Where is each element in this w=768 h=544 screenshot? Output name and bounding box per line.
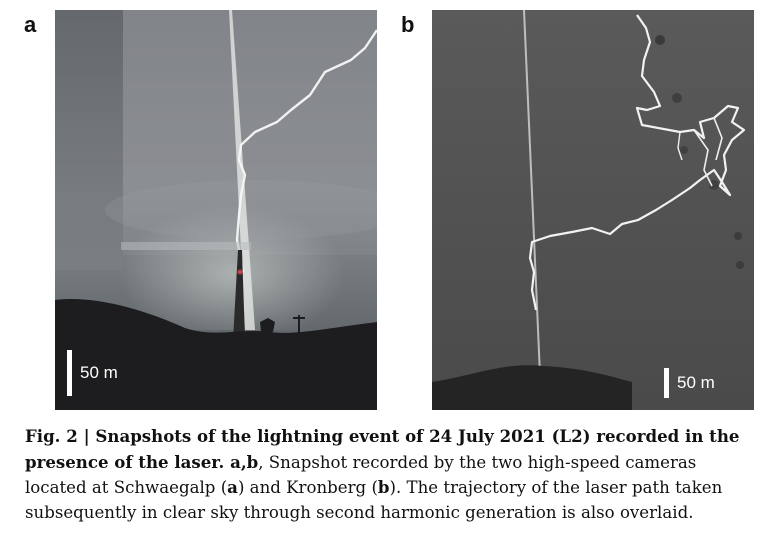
scale-bar-a: 50 m xyxy=(67,350,118,396)
panel-label-b: b xyxy=(401,12,415,37)
caption-text-2: ) and Kronberg ( xyxy=(237,478,378,497)
caption-text-1: , Snapshot recorded by the two high-spee… xyxy=(25,452,697,498)
photo-kronberg: 50 m xyxy=(432,10,754,410)
caption-ref-a: a xyxy=(227,477,238,497)
scale-bar-line xyxy=(67,350,72,396)
scale-bar-text-b: 50 m xyxy=(677,373,715,392)
caption-fig-label: Fig. 2 | xyxy=(25,426,96,446)
caption-text-3: ). The trajectory of the laser path take… xyxy=(25,478,723,522)
scale-bar-line xyxy=(664,368,669,398)
photo-schwaegalp: 50 m xyxy=(55,10,377,410)
figure-caption: Fig. 2 | Snapshots of the lightning even… xyxy=(25,424,755,525)
caption-panel-ref: a,b xyxy=(224,451,259,472)
panel-label-a: a xyxy=(24,12,37,37)
scale-bar-b: 50 m xyxy=(664,368,715,398)
caption-title: Snapshots of the lightning event of 24 J… xyxy=(25,426,740,472)
scale-bar-text-a: 50 m xyxy=(80,363,118,382)
caption-ref-b: b xyxy=(377,477,390,497)
